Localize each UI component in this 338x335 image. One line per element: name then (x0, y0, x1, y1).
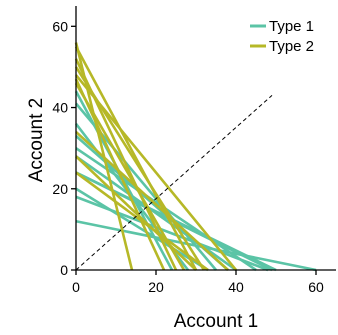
legend: Type 1 Type 2 (250, 18, 314, 55)
legend-label-2: Type 2 (269, 38, 314, 55)
y-axis-label: Account 2 (26, 98, 47, 183)
x-axis-label: Account 1 (174, 311, 259, 332)
x-tick-label-60: 60 (308, 279, 324, 295)
series-1-line-11 (75, 219, 317, 272)
y-tick-label-0: 0 (60, 262, 68, 278)
y-tick-label-60: 60 (52, 18, 68, 34)
series-2-line-5 (74, 74, 238, 271)
series-1-line-9 (75, 187, 209, 272)
legend-label-1: Type 1 (269, 18, 314, 35)
axes-layer: 0 20 40 60 0 20 40 60 (52, 6, 336, 295)
series-2-line-8 (75, 130, 229, 271)
x-tick-label-40: 40 (228, 279, 244, 295)
series-2-line-2 (74, 46, 198, 271)
x-tick-label-0: 0 (72, 279, 80, 295)
series-layer (74, 42, 317, 272)
series-2-line-10 (75, 171, 209, 272)
x-tick-label-20: 20 (148, 279, 164, 295)
y-tick-label-20: 20 (52, 181, 68, 197)
y-tick-label-40: 40 (52, 100, 68, 116)
series-2-line-9 (75, 155, 197, 271)
series-1-line-10 (75, 195, 269, 272)
diagonal-reference-line (75, 94, 273, 271)
